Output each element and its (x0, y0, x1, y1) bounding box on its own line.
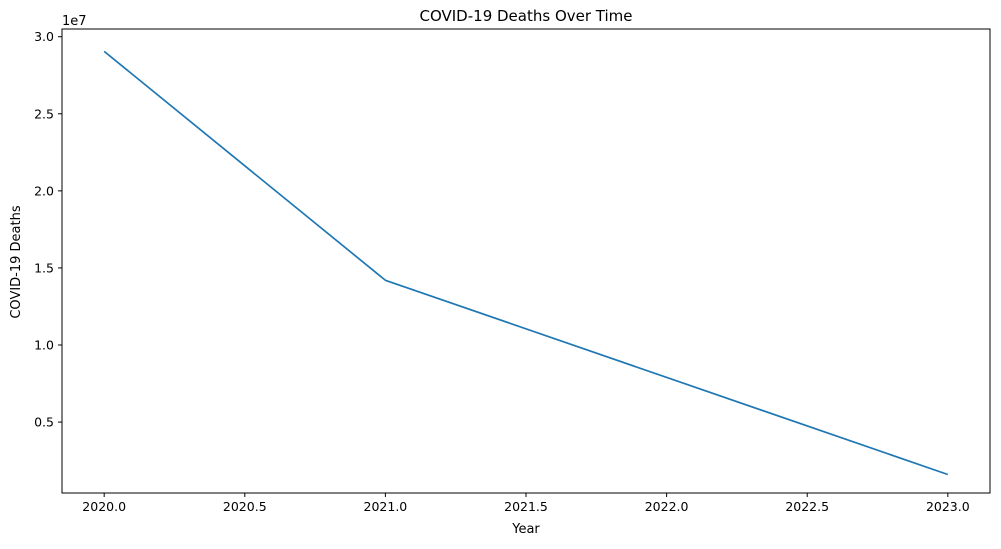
x-tick-label: 2022.0 (645, 499, 689, 514)
x-tick-label: 2022.5 (785, 499, 829, 514)
y-axis-offset-label: 1e7 (62, 14, 87, 29)
x-tick-label: 2023.0 (926, 499, 970, 514)
plot-frame (61, 28, 991, 494)
y-tick-label: 3.0 (34, 29, 54, 44)
y-tick-label: 2.0 (34, 183, 54, 198)
plot-area: 2020.0 2020.5 2021.0 2021.5 2022.0 2022.5 2023… (34, 28, 991, 514)
y-axis-label: COVID-19 Deaths (9, 205, 24, 318)
x-axis-label: Year (511, 522, 540, 537)
y-tick-label: 1.0 (34, 338, 54, 353)
series-line-0 (103, 50, 949, 476)
x-tick-label: 2020.0 (82, 499, 126, 514)
y-tick-label: 1.5 (34, 260, 54, 275)
x-tick-label: 2021.0 (364, 499, 408, 514)
x-tick-label: 2021.5 (504, 499, 548, 514)
y-tick-label: 2.5 (34, 106, 54, 121)
x-tick-label: 2020.5 (223, 499, 267, 514)
chart-title: COVID-19 Deaths Over Time (419, 7, 632, 25)
y-tick-label: 0.5 (34, 415, 54, 430)
